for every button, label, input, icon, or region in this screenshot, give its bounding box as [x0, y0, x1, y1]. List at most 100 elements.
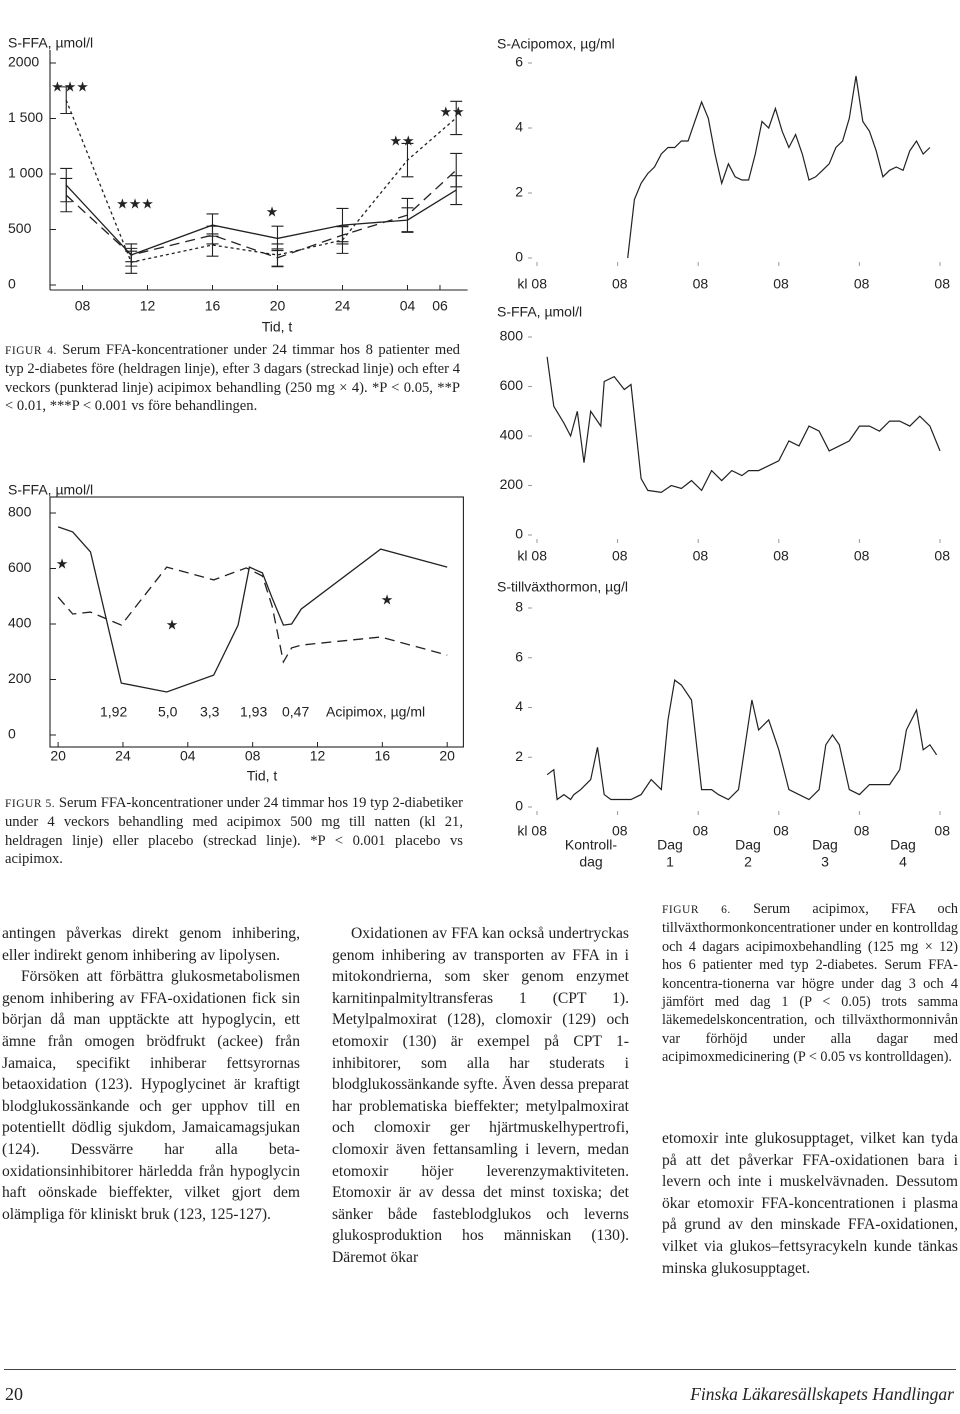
page-number: 20 — [5, 1384, 23, 1404]
y-tick-label: 200 — [8, 670, 32, 686]
journal-name: Finska Läkaresällskapets Handlingar — [690, 1384, 954, 1404]
figure-caption: FIGUR 5. Serum FFA-koncentrationer under… — [5, 794, 463, 869]
y-axis-label: S-Acipomox, µg/ml — [497, 36, 615, 52]
x-tick-label: 12 — [310, 748, 326, 764]
day-label: dag — [579, 854, 602, 870]
x-tick-label: 08 — [934, 548, 950, 564]
y-tick-label: 400 — [8, 615, 32, 631]
paragraph: antingen påverkas direkt genom inhiberin… — [2, 925, 300, 964]
x-axis-label: Tid, t — [247, 768, 278, 784]
y-axis-label: S-FFA, µmol/l — [8, 35, 93, 51]
caption-text: Serum acipimox, FFA och tillväxthormonko… — [662, 901, 959, 1066]
x-tick-label: 08 — [612, 548, 628, 564]
y-tick-label: 0 — [8, 726, 16, 742]
data-line — [546, 679, 938, 801]
day-label: 3 — [821, 854, 829, 870]
x-tick-label: kl 08 — [517, 276, 547, 292]
y-tick-label: 800 — [8, 504, 32, 520]
x-tick-label: 08 — [934, 823, 950, 839]
figure-label: FIGUR 4. — [5, 345, 57, 357]
error-bar — [206, 233, 219, 257]
x-tick-label: 08 — [693, 548, 709, 564]
x-tick-label: 08 — [693, 823, 709, 839]
y-tick-label: 4 — [515, 698, 523, 714]
figure-caption: FIGUR 6. Serum acipimox, FFA och tillväx… — [662, 900, 958, 1067]
caption-text: Serum FFA-koncentrationer under 24 timma… — [5, 342, 460, 415]
significance-mark: ★★★ — [51, 79, 89, 95]
y-tick-label: 2 — [515, 748, 523, 764]
figure-label: FIGUR 5. — [5, 798, 56, 810]
x-tick-label: 08 — [245, 748, 261, 764]
paragraph: Oxidationen av FFA kan också undertrycka… — [332, 925, 629, 1266]
x-tick-label: 08 — [693, 276, 709, 292]
day-label: Kontroll- — [565, 837, 617, 853]
acipimox-level: 1,92 — [100, 704, 127, 720]
footer-rule — [4, 1369, 956, 1370]
x-tick-label: 08 — [934, 276, 950, 292]
day-label: 2 — [744, 854, 752, 870]
y-tick-label: 0 — [8, 276, 16, 292]
figure-caption: FIGUR 4. Serum FFA-koncentrationer under… — [5, 341, 460, 416]
x-tick-label: 16 — [375, 748, 391, 764]
day-label: Dag — [812, 837, 838, 853]
significance-mark: ★★ — [439, 104, 464, 120]
y-tick-label: 8 — [515, 599, 523, 615]
y-tick-label: 1 000 — [8, 165, 43, 181]
data-line — [65, 99, 457, 263]
caption-text: Serum FFA-koncentrationer under 24 timma… — [5, 795, 463, 868]
x-tick-label: 04 — [180, 748, 196, 764]
data-line — [57, 566, 448, 664]
significance-mark: ★ — [266, 204, 279, 220]
significance-mark: ★ — [381, 592, 394, 608]
x-tick-label: kl 08 — [517, 548, 547, 564]
figure-label: FIGUR 6. — [662, 904, 731, 916]
day-label: 1 — [666, 854, 674, 870]
x-tick-label: 24 — [115, 748, 131, 764]
y-tick-label: 600 — [8, 559, 32, 575]
significance-mark: ★ — [56, 556, 69, 572]
x-tick-label: 08 — [854, 276, 870, 292]
x-tick-label: 08 — [773, 548, 789, 564]
x-tick-label: 08 — [612, 276, 628, 292]
day-label: Dag — [735, 837, 761, 853]
y-tick-label: 0 — [515, 798, 523, 814]
y-tick-label: 2000 — [8, 54, 39, 70]
x-tick-label: 08 — [773, 823, 789, 839]
x-tick-label: 20 — [439, 748, 455, 764]
acipimox-level: 5,0 — [158, 704, 178, 720]
x-tick-label: kl 08 — [517, 823, 547, 839]
y-tick-label: 6 — [515, 648, 523, 664]
plot-frame — [49, 496, 464, 748]
y-axis-label: S-tillväxthormon, µg/l — [497, 579, 628, 595]
text-column: etomoxir inte glukosupptaget, vilket kan… — [662, 1128, 958, 1279]
acipimox-level: 1,93 — [240, 704, 267, 720]
error-bar — [401, 142, 414, 178]
x-tick-label: 08 — [773, 276, 789, 292]
day-label: Dag — [657, 837, 683, 853]
paragraph: etomoxir inte glukosupptaget, vilket kan… — [662, 1130, 958, 1277]
y-tick-label: 500 — [8, 220, 32, 236]
x-tick-label: 20 — [50, 748, 66, 764]
y-tick-label: 2 — [515, 184, 523, 200]
x-axis-label: Tid, t — [262, 319, 293, 335]
y-tick-label: 4 — [515, 119, 523, 135]
y-tick-label: 400 — [500, 427, 524, 443]
y-tick-label: 0 — [515, 526, 523, 542]
error-bar — [60, 177, 73, 213]
acipimox-level: 0,47 — [282, 704, 309, 720]
x-tick-label: 06 — [432, 298, 448, 314]
x-tick-label: 12 — [140, 298, 156, 314]
x-tick-label: 08 — [75, 298, 91, 314]
error-bar — [125, 250, 138, 274]
y-tick-label: 0 — [515, 249, 523, 265]
error-bar — [336, 226, 349, 254]
significance-mark: ★★ — [389, 133, 414, 149]
x-tick-label: 04 — [400, 298, 416, 314]
acipimox-label: Acipimox, µg/ml — [326, 704, 425, 720]
text-column: antingen påverkas direkt genom inhiberin… — [2, 923, 300, 1225]
acipimox-level: 3,3 — [200, 704, 220, 720]
y-tick-label: 800 — [500, 328, 524, 344]
significance-mark: ★ — [166, 617, 179, 633]
